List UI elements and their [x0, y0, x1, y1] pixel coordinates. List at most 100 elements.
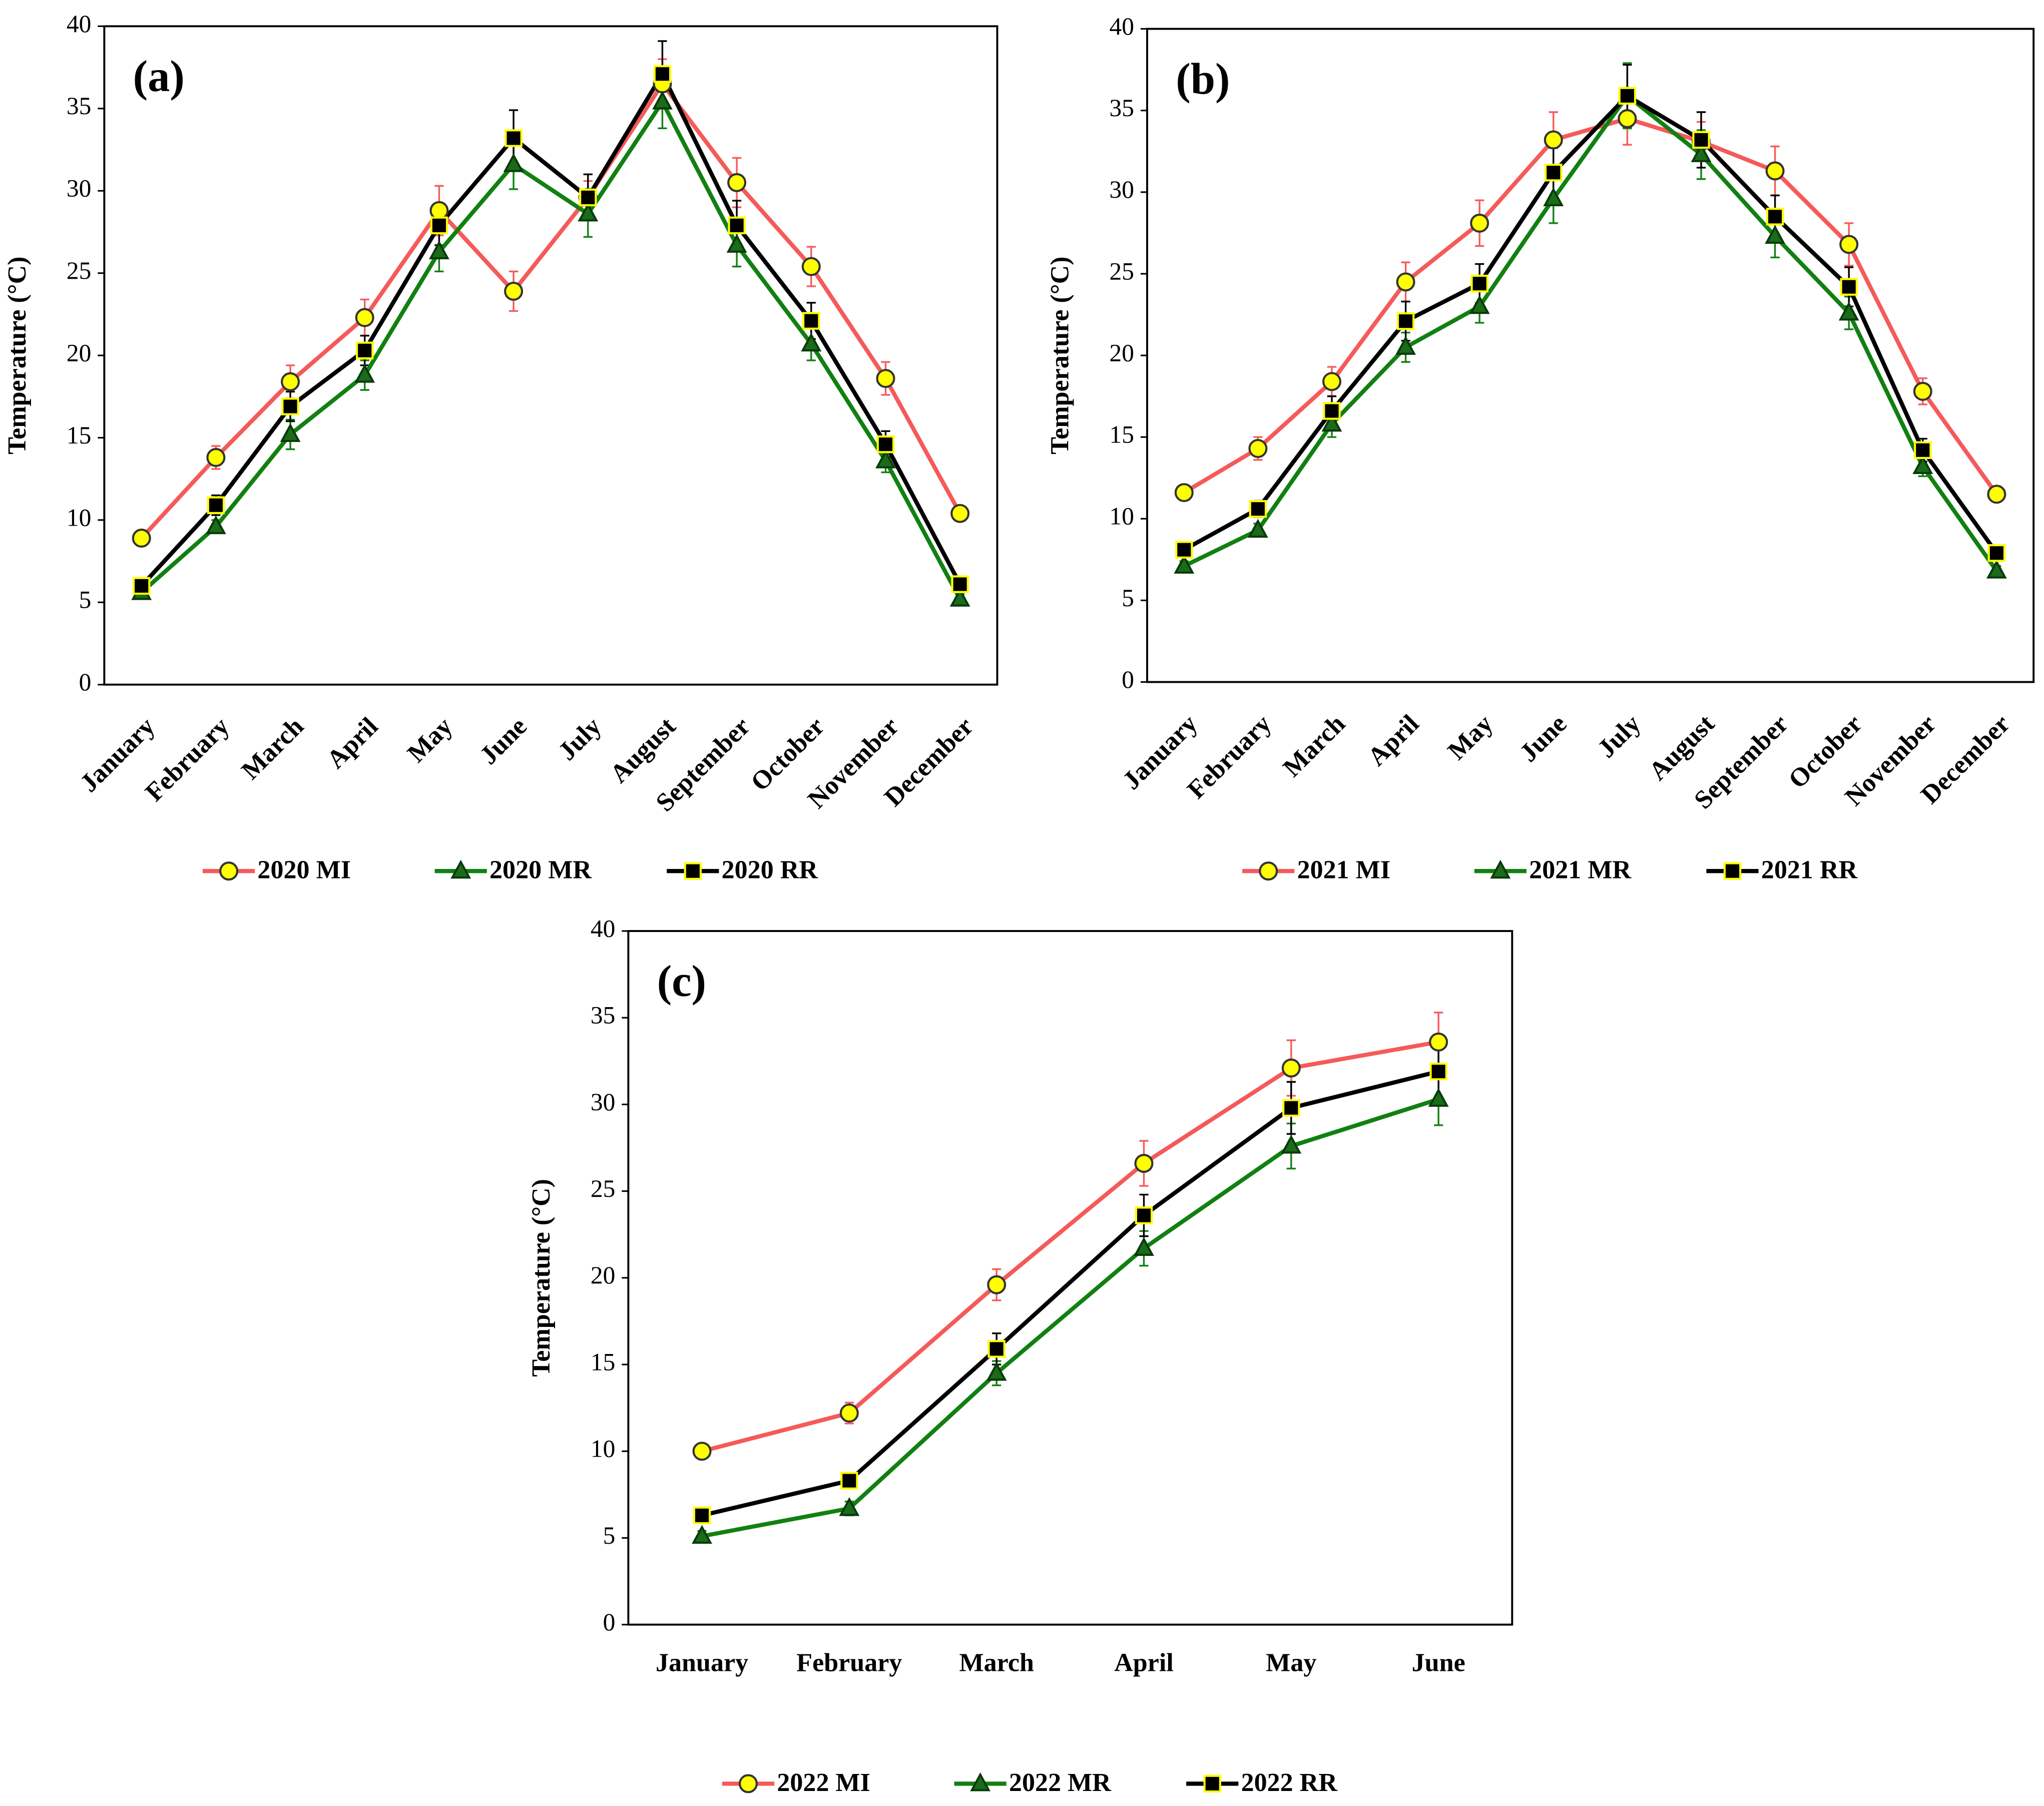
- y-tick-label: 25: [591, 1175, 615, 1202]
- y-tick-label: 30: [591, 1088, 615, 1116]
- series-line: [140, 98, 962, 600]
- legend-marker: [970, 1772, 991, 1791]
- data-point: [1134, 1154, 1154, 1173]
- data-point: [876, 435, 895, 454]
- data-point: [1395, 336, 1416, 355]
- data-point: [355, 308, 374, 327]
- data-point: [1429, 1062, 1447, 1081]
- data-point: [1282, 1099, 1300, 1117]
- y-tick-label: 25: [1110, 257, 1134, 285]
- data-point: [207, 496, 225, 515]
- y-axis-title: Temperature (°C): [3, 256, 32, 454]
- data-point: [132, 529, 151, 548]
- data-point: [1428, 1088, 1449, 1107]
- data-point: [1840, 278, 1858, 296]
- legend-label: 2020 MI: [257, 856, 351, 884]
- x-tick-label: March: [959, 1648, 1034, 1677]
- data-point: [1396, 312, 1415, 330]
- y-tick-label: 0: [603, 1608, 616, 1636]
- data-point: [726, 234, 747, 253]
- y-tick-label: 10: [591, 1435, 615, 1463]
- y-tick-label: 20: [67, 339, 91, 366]
- data-point: [1544, 130, 1563, 150]
- series-line: [1183, 116, 1998, 496]
- data-point: [1692, 131, 1710, 149]
- data-point: [1249, 500, 1267, 518]
- data-point: [987, 1340, 1005, 1358]
- data-point: [728, 216, 746, 235]
- data-point: [1321, 412, 1342, 432]
- legend-label: 2022 RR: [1241, 1768, 1338, 1797]
- legend-label: 2021 MI: [1297, 856, 1391, 884]
- data-point: [1545, 163, 1563, 182]
- x-tick-label: June: [1412, 1648, 1465, 1677]
- y-tick-label: 35: [591, 1002, 615, 1029]
- data-point: [692, 1525, 713, 1544]
- data-point: [578, 202, 599, 222]
- data-point: [1987, 544, 2006, 562]
- series-line: [1183, 93, 1998, 573]
- data-point: [1174, 483, 1194, 503]
- data-point: [1470, 274, 1488, 293]
- data-point: [1281, 1058, 1301, 1078]
- data-point: [579, 188, 597, 207]
- y-tick-label: 20: [1110, 339, 1134, 366]
- y-axis-title: Temperature (°C): [527, 1179, 556, 1377]
- data-point: [1248, 439, 1268, 459]
- series-line: [701, 1069, 1439, 1518]
- y-tick-label: 30: [1110, 176, 1134, 203]
- y-tick-label: 35: [1110, 94, 1134, 122]
- data-point: [1396, 272, 1415, 292]
- data-point: [1322, 372, 1342, 391]
- legend-marker: [1723, 862, 1742, 880]
- data-point: [1469, 295, 1490, 314]
- data-point: [1912, 455, 1933, 475]
- data-point: [1765, 161, 1785, 181]
- y-tick-label: 30: [67, 175, 91, 202]
- x-tick-label: April: [1114, 1648, 1174, 1677]
- data-point: [802, 312, 820, 330]
- y-tick-label: 15: [1110, 421, 1134, 448]
- series-line: [701, 1040, 1439, 1454]
- data-point: [949, 588, 970, 607]
- panel-label: (a): [133, 52, 185, 101]
- y-axis-title: Temperature (°C): [1046, 256, 1075, 454]
- data-point: [1914, 441, 1932, 459]
- data-point: [1765, 225, 1786, 244]
- data-point: [1691, 143, 1712, 162]
- legend-marker: [684, 862, 702, 880]
- data-point: [429, 201, 449, 220]
- data-point: [950, 504, 970, 523]
- legend-marker: [1259, 861, 1278, 881]
- data-point: [801, 257, 821, 276]
- legend-marker: [219, 861, 239, 881]
- data-point: [1429, 1032, 1448, 1052]
- y-tick-label: 40: [1110, 13, 1134, 40]
- y-tick-label: 10: [67, 504, 91, 531]
- legend-label: 2021 RR: [1761, 856, 1858, 884]
- y-tick-label: 20: [591, 1261, 615, 1289]
- x-tick-label: May: [1266, 1648, 1316, 1677]
- data-point: [951, 575, 969, 593]
- data-point: [692, 1442, 712, 1461]
- data-point: [876, 369, 895, 388]
- legend-label: 2020 RR: [722, 856, 819, 884]
- y-tick-label: 5: [603, 1522, 616, 1549]
- y-tick-label: 25: [67, 257, 91, 284]
- data-point: [1174, 555, 1195, 574]
- data-point: [1839, 235, 1859, 254]
- y-tick-label: 15: [591, 1348, 615, 1376]
- legend-marker: [450, 859, 471, 879]
- panel: 0 5 10 15 20 25 30 35 40 January February March Apri…: [527, 915, 1513, 1797]
- data-point: [987, 1275, 1006, 1294]
- series-line: [140, 80, 962, 540]
- data-point: [986, 1362, 1007, 1381]
- data-point: [132, 577, 151, 595]
- data-point: [1913, 381, 1932, 401]
- data-point: [727, 173, 747, 192]
- y-tick-label: 0: [79, 668, 92, 696]
- data-point: [1618, 109, 1637, 129]
- panel-label: (c): [657, 957, 706, 1006]
